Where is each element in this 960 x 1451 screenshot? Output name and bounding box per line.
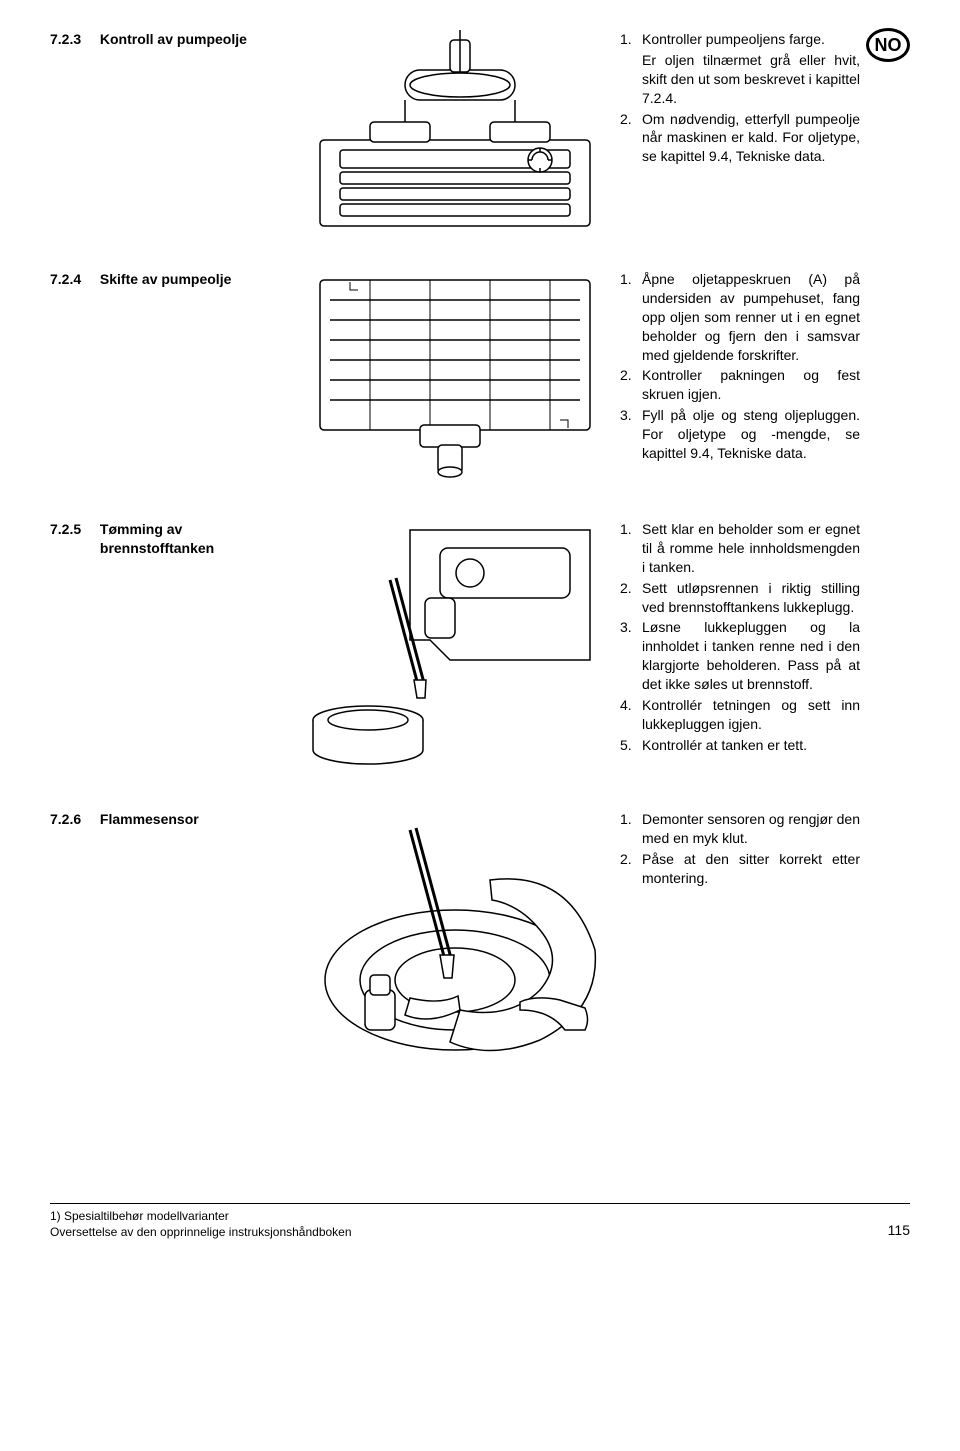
step-text: Sett utløpsrennen i riktig stilling ved … [642,579,860,617]
step-num: 3. [620,406,636,463]
section-724: 7.2.4 Skifte av pumpeolje 1.Åpne oljeta [50,270,910,480]
section-title: Flammesensor [100,810,280,829]
illustration-pump-oil-check [310,30,600,230]
section-number: 7.2.5 [50,520,96,539]
step: 4.Kontrollér tetningen og sett inn lukke… [620,696,860,734]
step: 1. Kontroller pumpeoljens farge. [620,30,860,49]
step: 3.Fyll på olje og steng oljepluggen. For… [620,406,860,463]
illustration-flame-sensor [310,810,600,1070]
step-text: Løsne lukkepluggen og la innholdet i tan… [642,618,860,694]
steps: 1.Demonter sensoren og rengjør den med e… [620,810,910,890]
section-725: 7.2.5 Tømming av brennstofftanken 1.Sett… [50,520,910,770]
section-726: 7.2.6 Flammesensor 1.Demonter sensoren o… [50,810,910,1070]
step: 5. Kontrollér at tanken er tett. [620,736,860,755]
step-num: 2. [620,579,636,617]
language-badge: NO [866,28,910,62]
step-num: 4. [620,696,636,734]
footer-note-1: 1) Spesialtilbehør modellvarianter [50,1208,352,1224]
steps: 1.Sett klar en beholder som er egnet til… [620,520,910,757]
step: Er oljen tilnærmet grå eller hvit, skift… [620,51,860,108]
section-number: 7.2.4 [50,270,96,289]
step-text: Åpne oljetappeskruen (A) på undersiden a… [642,270,860,364]
step-num: 2. [620,110,636,167]
section-723: 7.2.3 Kontroll av pumpeolje 1. [50,30,910,230]
section-heading: 7.2.5 Tømming av brennstofftanken [50,520,290,558]
step: 1.Åpne oljetappeskruen (A) på undersiden… [620,270,860,364]
step-num: 2. [620,850,636,888]
step: 1.Demonter sensoren og rengjør den med e… [620,810,860,848]
section-title: Skifte av pumpeolje [100,270,280,289]
step-num [620,51,636,108]
section-number: 7.2.6 [50,810,96,829]
steps: 1.Åpne oljetappeskruen (A) på undersiden… [620,270,910,465]
step-text: Kontrollér tetningen og sett inn lukkepl… [642,696,860,734]
footer-left: 1) Spesialtilbehør modellvarianter Overs… [50,1208,352,1240]
step-num: 2. [620,366,636,404]
step-text: Demonter sensoren og rengjør den med en … [642,810,860,848]
step-text: Påse at den sitter korrekt etter monteri… [642,850,860,888]
step: 3.Løsne lukkepluggen og la innholdet i t… [620,618,860,694]
step-num: 1. [620,810,636,848]
step-num: 1. [620,30,636,49]
section-heading: 7.2.6 Flammesensor [50,810,290,829]
step-text: Kontrollér at tanken er tett. [642,736,860,755]
step-text: Er oljen tilnærmet grå eller hvit, skift… [642,51,860,108]
step-num: 1. [620,270,636,364]
step-text: Fyll på olje og steng oljepluggen. For o… [642,406,860,463]
step: 1.Sett klar en beholder som er egnet til… [620,520,860,577]
step-num: 1. [620,520,636,577]
step: 2.Påse at den sitter korrekt etter monte… [620,850,860,888]
step-text: Kontroller pakningen og fest skruen igje… [642,366,860,404]
section-heading: 7.2.4 Skifte av pumpeolje [50,270,290,289]
step-text: Kontroller pumpeoljens farge. [642,30,860,49]
step: 2.Sett utløpsrennen i riktig stilling ve… [620,579,860,617]
section-heading: 7.2.3 Kontroll av pumpeolje [50,30,290,49]
step: 2.Om nødvendig, etterfyll pumpeolje når … [620,110,860,167]
section-number: 7.2.3 [50,30,96,49]
step-text: Om nødvendig, etterfyll pumpeolje når ma… [642,110,860,167]
step-num: 5. [620,736,636,755]
footer-note-2: Oversettelse av den opprinnelige instruk… [50,1224,352,1240]
section-title: Tømming av brennstofftanken [100,520,280,558]
step-num: 3. [620,618,636,694]
illustration-pump-oil-change [310,270,600,480]
page-number: 115 [888,1221,910,1240]
step: 2.Kontroller pakningen og fest skruen ig… [620,366,860,404]
page-footer: 1) Spesialtilbehør modellvarianter Overs… [50,1203,910,1240]
step-text: Sett klar en beholder som er egnet til å… [642,520,860,577]
illustration-fuel-tank-drain [310,520,600,770]
section-title: Kontroll av pumpeolje [100,30,280,49]
